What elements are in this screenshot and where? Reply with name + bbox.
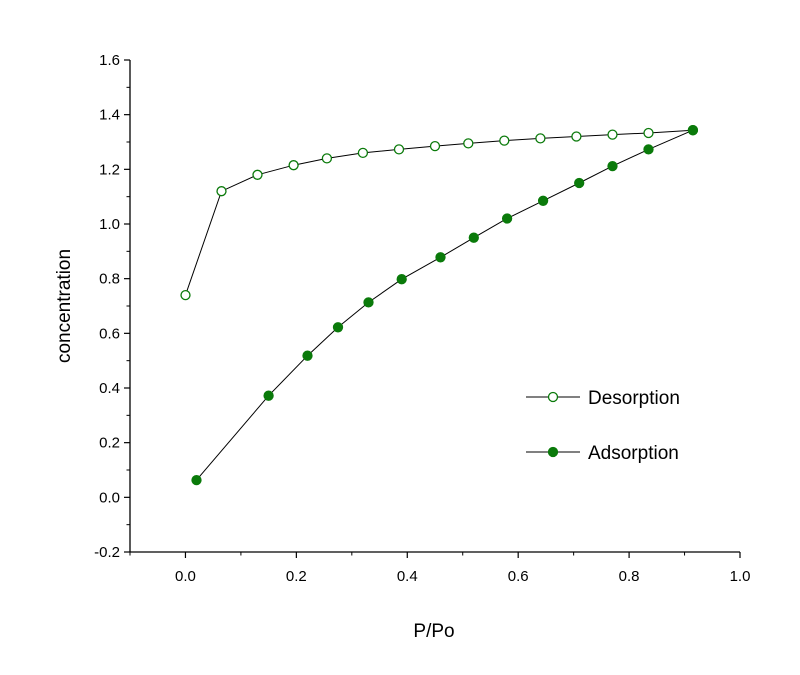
data-point-desorption (321, 153, 333, 164)
data-point-desorption (429, 140, 441, 152)
data-point-adsorption (607, 160, 618, 172)
x-tick-label: 0.4 (397, 568, 418, 585)
x-tick-label: 0.0 (175, 568, 196, 585)
legend-item-desorption: Desorption (526, 388, 680, 409)
data-point-desorption (607, 129, 618, 140)
x-axis-title: P/Po (413, 621, 454, 642)
y-tick-label: -0.2 (94, 544, 120, 561)
data-point-adsorption (302, 350, 313, 361)
x-tick-label: 0.6 (508, 568, 529, 585)
y-tick-label: 0.6 (99, 325, 120, 342)
data-point-desorption (288, 160, 299, 171)
legend-label-adsorption: Adsorption (588, 443, 679, 464)
series-line-desorption (185, 129, 693, 296)
data-point-desorption (463, 138, 474, 149)
y-tick-label: 1.0 (99, 216, 120, 233)
series-line-adsorption (196, 129, 694, 481)
data-point-adsorption (468, 232, 479, 243)
data-point-adsorption (332, 322, 344, 333)
data-point-desorption (357, 147, 369, 159)
y-tick-label: 0.8 (99, 271, 120, 288)
data-point-desorption (180, 289, 191, 301)
data-point-adsorption (363, 297, 374, 308)
data-point-desorption (216, 186, 227, 197)
data-point-desorption (393, 144, 405, 155)
legend-marker-desorption (547, 391, 559, 403)
data-point-desorption (252, 169, 263, 180)
x-tick-label: 1.0 (730, 568, 751, 585)
data-point-adsorption (643, 144, 654, 155)
data-point-adsorption (501, 213, 513, 224)
data-point-desorption (643, 127, 654, 139)
data-point-desorption (535, 133, 546, 144)
y-tick-label: 1.2 (99, 161, 120, 178)
legend-marker-adsorption (547, 446, 559, 458)
x-tick-label: 0.8 (619, 568, 640, 585)
y-axis-title: concentration (54, 249, 75, 363)
y-tick-label: 0.0 (99, 489, 120, 506)
data-point-desorption (571, 131, 582, 142)
y-tick-label: 1.4 (99, 107, 120, 124)
data-point-adsorption (191, 474, 202, 486)
data-point-adsorption (396, 274, 407, 285)
y-tick-label: 0.4 (99, 380, 120, 397)
legend-label-desorption: Desorption (588, 388, 680, 409)
data-point-adsorption (435, 252, 446, 263)
series-layer (180, 125, 699, 486)
data-point-adsorption (574, 177, 585, 189)
y-tick-label: 0.2 (99, 435, 120, 452)
series-adsorption (191, 125, 699, 486)
x-tick-label: 0.2 (286, 568, 307, 585)
legend-item-adsorption: Adsorption (526, 443, 679, 464)
data-point-adsorption (687, 125, 699, 136)
data-point-adsorption (263, 390, 274, 401)
data-point-adsorption (537, 195, 549, 206)
axes: -0.2 0.0 0.2 0.4 0.6 0.8 1.0 1.2 1.4 1.6 0.0 0.2 0.4… (94, 52, 750, 585)
legend: Desorption Adsorption (526, 388, 680, 464)
y-tick-label: 1.6 (99, 52, 120, 69)
series-desorption (180, 125, 699, 301)
data-point-desorption (499, 135, 510, 146)
